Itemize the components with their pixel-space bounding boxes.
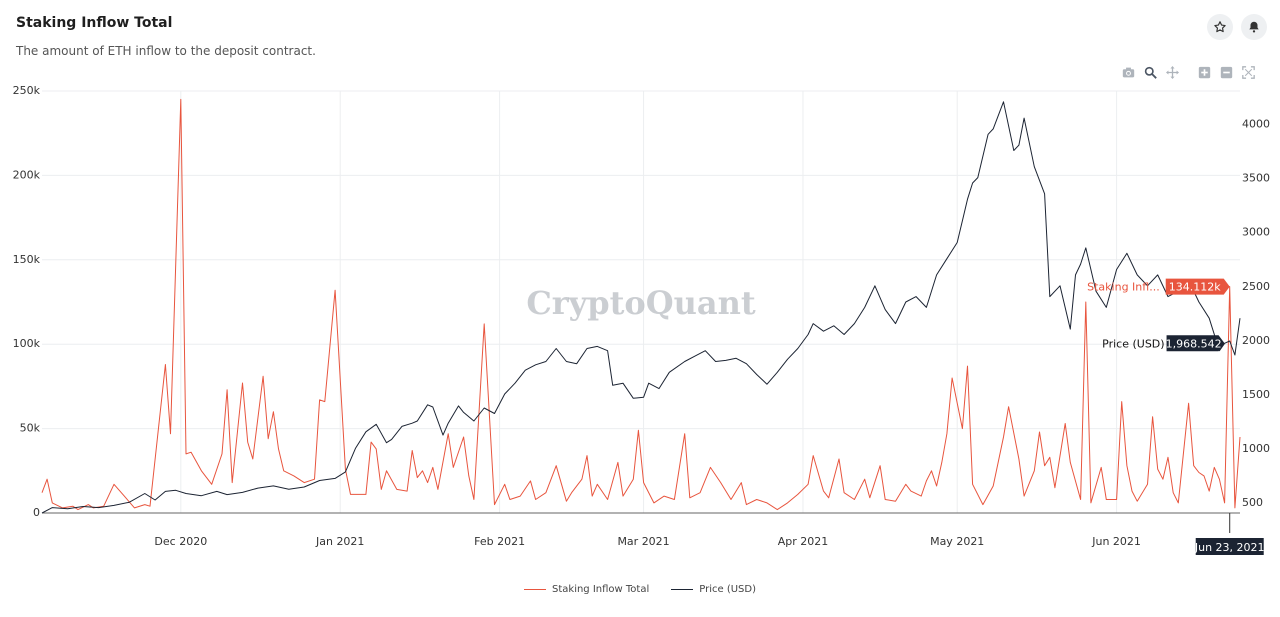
bell-icon (1249, 21, 1259, 33)
y-left-tick-label: 250k (13, 84, 41, 97)
x-tick-label: Feb 2021 (474, 535, 525, 548)
chart-axes: 0 50k 100k 150k 200k 250k 500 1000 1500 2000 2500 3… (13, 84, 1270, 548)
chart-legend: Staking Inflow Total Price (USD) (0, 584, 1280, 595)
pan-icon[interactable] (1164, 64, 1180, 80)
legend-swatch-inflow (524, 589, 546, 590)
y-right-tick-label: 4000 (1242, 117, 1270, 130)
chart-series (41, 98, 1241, 514)
tooltip-inflow-series: Staking Infl... (1087, 281, 1160, 294)
y-right-tick-label: 1000 (1242, 442, 1270, 455)
x-tick-label: Jan 2021 (315, 535, 364, 548)
series-line-inflow (41, 98, 1241, 511)
y-left-tick-label: 50k (20, 422, 41, 435)
tooltip-price-box (1166, 335, 1225, 352)
y-right-tick-label: 2500 (1242, 280, 1270, 293)
y-right-tick-label: 2000 (1242, 334, 1270, 347)
x-tick-label: May 2021 (930, 535, 984, 548)
chart-toolbar (1120, 64, 1256, 80)
star-icon (1214, 21, 1226, 33)
zoom-in-icon[interactable] (1196, 64, 1212, 80)
y-right-tick-label: 500 (1242, 496, 1263, 509)
chart-tooltips: Staking Infl... 134.112k Price (USD) 1,968.… (1087, 278, 1265, 555)
tooltip-date-label: Jun 23, 2021 (1194, 541, 1265, 554)
legend-item-inflow[interactable]: Staking Inflow Total (524, 584, 649, 595)
zoom-out-icon[interactable] (1218, 64, 1234, 80)
tooltip-inflow-box (1165, 278, 1230, 295)
legend-label-price: Price (USD) (699, 584, 756, 595)
tooltip-inflow-value: 134.112k (1169, 281, 1221, 294)
notification-button[interactable] (1241, 14, 1267, 40)
favorite-button[interactable] (1207, 14, 1233, 40)
camera-icon[interactable] (1120, 64, 1136, 80)
x-tick-label: Dec 2020 (154, 535, 207, 548)
x-tick-label: Jun 2021 (1091, 535, 1141, 548)
page-subtitle: The amount of ETH inflow to the deposit … (16, 44, 316, 58)
legend-swatch-price (671, 589, 694, 590)
y-right-tick-label: 3500 (1242, 172, 1270, 185)
y-left-tick-label: 0 (33, 506, 40, 519)
tooltip-price-value: 1,968.542 (1166, 337, 1222, 350)
tooltip-date: Jun 23, 2021 (1194, 538, 1265, 555)
watermark: CryptoQuant (526, 284, 756, 322)
y-left-tick-label: 100k (13, 337, 41, 350)
tooltip-date-box (1195, 538, 1264, 555)
y-left-tick-label: 150k (13, 253, 41, 266)
y-right-tick-label: 3000 (1242, 226, 1270, 239)
tooltip-price: Price (USD) 1,968.542 (1102, 335, 1225, 352)
y-right-tick-label: 1500 (1242, 388, 1270, 401)
tooltip-inflow: Staking Infl... 134.112k (1087, 278, 1230, 295)
legend-item-price[interactable]: Price (USD) (671, 584, 756, 595)
x-tick-label: Apr 2021 (778, 535, 829, 548)
x-tick-label: Mar 2021 (617, 535, 669, 548)
y-left-tick-label: 200k (13, 168, 41, 181)
series-line-price (41, 101, 1241, 514)
zoom-icon[interactable] (1142, 64, 1158, 80)
page-title: Staking Inflow Total (16, 15, 173, 31)
tooltip-price-series: Price (USD) (1102, 337, 1164, 350)
legend-label-inflow: Staking Inflow Total (552, 584, 650, 595)
autoscale-icon[interactable] (1240, 64, 1256, 80)
